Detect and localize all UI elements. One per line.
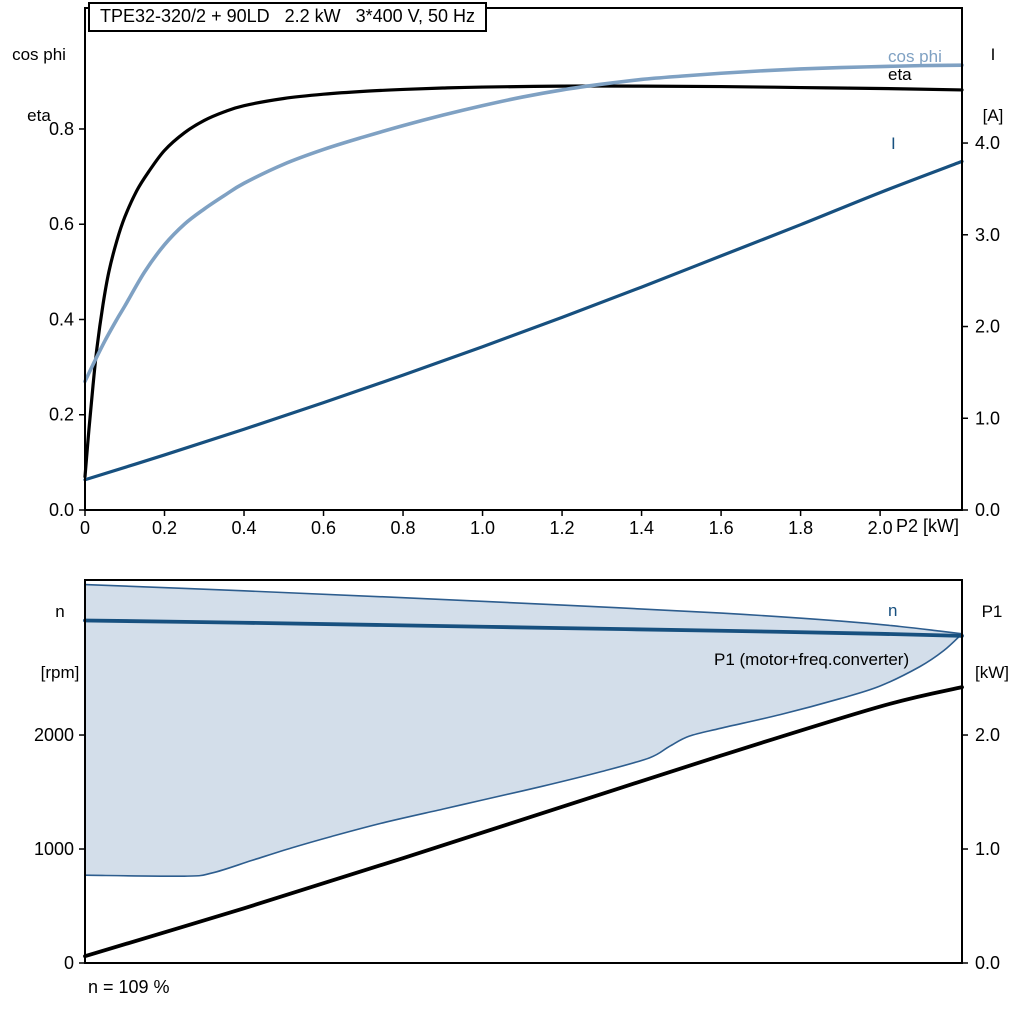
tick-label: 0.8 — [391, 518, 416, 538]
top-right-axis-title: I [A] — [966, 4, 1020, 167]
tick-label: 3.0 — [975, 225, 1000, 245]
series-n — [83, 618, 964, 638]
chart-panel-1: 0 1000 2000 0.0 1.0 2.0 — [34, 579, 1000, 973]
tick-label: 1.0 — [470, 518, 495, 538]
left-axis-title-line1: cos phi — [12, 44, 66, 64]
tick-label: 0.0 — [975, 500, 1000, 520]
tick-label: 0 — [64, 953, 74, 973]
left-axis-title-line2: eta — [27, 105, 51, 125]
right-axis-title-line1: I — [990, 44, 996, 64]
chart-panel-0: 0 0.2 0.4 0.6 0.8 1.0 1.2 1.4 1.6 1.8 2.0 0.0 0.2 0.4… — [49, 7, 1000, 538]
bottom-right-axis-title-line1: P1 — [981, 601, 1003, 621]
series-cos-phi — [83, 63, 964, 384]
tick-label: 4.0 — [975, 133, 1000, 153]
tick-label: 2000 — [34, 725, 74, 745]
speed-annotation: n = 109 % — [88, 977, 170, 997]
speed-control-range-lower-bound — [84, 633, 963, 878]
tick-label: 2.0 — [975, 317, 1000, 337]
series-eta — [83, 84, 964, 479]
bottom-left-axis-title-line1: n — [55, 601, 65, 621]
tick-label: 1.0 — [975, 839, 1000, 859]
speed-control-range-upper-bound — [84, 583, 963, 635]
tick-label: 0.0 — [49, 500, 74, 520]
plot-frame — [84, 579, 963, 964]
curve-label-cos-phi: cos phi — [888, 47, 942, 66]
curve-label-eta: eta — [888, 65, 912, 84]
tick-label: 0.8 — [49, 119, 74, 139]
bottom-left-axis-title-line2: [rpm] — [40, 662, 80, 682]
tick-label: 0 — [80, 518, 90, 538]
tick-label: 0.4 — [232, 518, 257, 538]
tick-label: 1.2 — [550, 518, 575, 538]
tick-label: 1.0 — [975, 408, 1000, 428]
tick-label: 1.6 — [709, 518, 734, 538]
chart-title: TPE32-320/2 + 90LD 2.2 kW 3*400 V, 50 Hz — [88, 2, 488, 32]
tick-label: 1000 — [34, 839, 74, 859]
top-left-axis-title: cos phi eta — [6, 4, 72, 167]
tick-label: 0.6 — [49, 214, 74, 234]
tick-label: 0.6 — [311, 518, 336, 538]
tick-label: 2.0 — [868, 518, 893, 538]
bottom-left-axis-title: n [rpm] — [30, 561, 90, 724]
bottom-right-axis-title-line2: [kW] — [975, 662, 1009, 682]
tick-label: 0.0 — [975, 953, 1000, 973]
right-axis-title-line2: [A] — [982, 105, 1004, 125]
tick-label: 1.8 — [788, 518, 813, 538]
plot-frame — [84, 7, 963, 511]
bottom-right-axis-title: P1 [kW] — [964, 561, 1020, 724]
tick-label: 1.4 — [629, 518, 654, 538]
series-p1 — [83, 685, 964, 959]
tick-label: 0.4 — [49, 309, 74, 329]
tick-label: 2.0 — [975, 725, 1000, 745]
tick-label: 0.2 — [49, 405, 74, 425]
speed-control-range-area — [85, 584, 962, 877]
series-current — [83, 159, 964, 482]
curve-label-p1: P1 (motor+freq.converter) — [714, 650, 910, 669]
curve-label-current: I — [891, 134, 896, 153]
curve-label-n: n — [888, 601, 898, 620]
tick-label: 0.2 — [152, 518, 177, 538]
x-axis-title: P2 [kW] — [896, 516, 960, 536]
